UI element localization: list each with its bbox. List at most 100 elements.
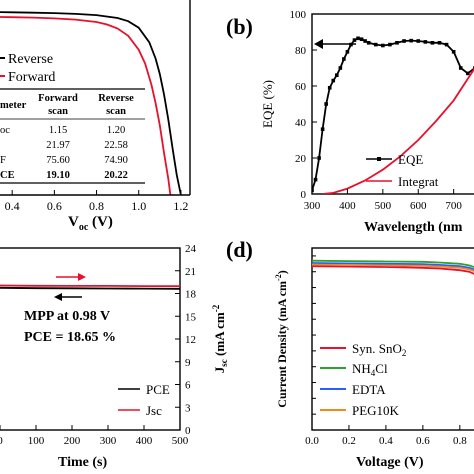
panel-a-table-row-pce-reverse: 20.22 <box>104 170 128 181</box>
panel-a-x-tick-label: 0.4 <box>5 199 20 213</box>
panel-c-y2-tick-label: 0 <box>185 425 191 437</box>
panel-b-y-axis-label: EQE (%) <box>260 80 275 128</box>
panel-d-plot-frame <box>311 247 474 431</box>
panel-c-y2-tick-label: 21 <box>185 266 196 278</box>
panel-d-x-tick-label: 0.6 <box>416 435 430 447</box>
panel-b-eqe-point <box>334 73 339 77</box>
panel-c-annotation-mpp: MPP at 0.98 V <box>24 309 110 324</box>
panel-b-series-layer <box>312 36 474 194</box>
panel-c-x-axis-label: Time (s) <box>58 455 107 470</box>
panel-c-legend: PCE Jsc <box>118 382 170 418</box>
panel-a-series-reverse <box>0 11 182 195</box>
panel-c-y2-axis-label: Jsc (mA cm-2 <box>211 304 229 373</box>
panel-b-legend-label-eqe: EQE <box>398 152 423 167</box>
panel-c-y2-tick-label: 9 <box>185 357 191 369</box>
panel-b-plot-frame <box>311 13 474 195</box>
panel-c-x-tick-label: 500 <box>172 435 189 447</box>
panel-b-eqe-point <box>388 42 392 47</box>
panel-a-jv-curve: 0.4 0.6 0.8 1.0 1.2 Voc (V) Reverse Forward … <box>0 0 191 233</box>
panel-a-legend-label-reverse: Reverse <box>8 52 53 67</box>
panel-b-x-tick-label: 400 <box>339 200 356 212</box>
panel-d-legend-label-edta: EDTA <box>352 382 386 397</box>
panel-d-legend-label-peg10k: PEG10K <box>352 403 400 418</box>
panel-b-legend-marker-eqe <box>377 157 381 161</box>
panel-a-table-header-reverse-1: Reverse <box>98 93 134 104</box>
panel-b-eqe-point <box>345 50 350 54</box>
panel-d-x-axis-label: Voltage (V) <box>356 455 424 470</box>
panel-b-eqe-point <box>363 39 367 43</box>
panel-b-y-tick-label: 80 <box>295 45 307 57</box>
panel-b-eqe-point <box>313 177 318 182</box>
panel-c-y2-tick-label: 15 <box>185 311 197 323</box>
panel-a-legend: Reverse Forward <box>0 52 55 85</box>
panel-d-legend-label-nh4cl: NH4Cl <box>352 361 388 378</box>
panel-b-eqe-point <box>466 71 470 76</box>
panel-a-table-row-pce-forward: 19.10 <box>46 170 70 181</box>
panel-d-x-tick-label: 0.4 <box>379 435 393 447</box>
panel-a-table-row-jsc-forward: 21.97 <box>46 140 70 151</box>
panel-b-x-tick-label: 600 <box>410 200 427 212</box>
panel-b-eqe-point <box>416 39 421 43</box>
panel-a-parameter-table: meter Forward scan Reverse scan oc 1.15 … <box>0 88 145 184</box>
panel-a-tick-layer: 0.4 0.6 0.8 1.0 1.2 <box>5 190 188 213</box>
panel-d-tick-layer: 0.0 0.2 0.4 0.6 0.8 <box>305 255 467 447</box>
panel-c-y2-tick-label: 12 <box>185 334 196 346</box>
panel-b-x-tick-label: 500 <box>375 200 392 212</box>
panel-a-series-forward <box>0 16 172 195</box>
panel-b-series-integrat <box>322 67 474 194</box>
panel-b-y-tick-label: 40 <box>295 117 307 129</box>
panel-d-series-syn-sno2 <box>312 265 474 275</box>
panel-b-legend: EQE Integrat <box>366 152 439 189</box>
panel-b-eqe-point <box>451 50 456 54</box>
panel-c-series-jsc <box>0 284 180 288</box>
panel-b-eqe-point <box>317 156 321 160</box>
panel-b-eqe-point <box>458 66 463 70</box>
panel-b-eqe-point <box>373 42 378 47</box>
panel-c-legend-label-pce: PCE <box>146 382 170 397</box>
panel-a-table-header-reverse-2: scan <box>106 106 126 117</box>
panel-d-y-axis-label: Current Density (mA cm-2) <box>274 270 289 407</box>
panel-a-x-tick-label: 0.6 <box>47 199 62 213</box>
panel-b-eqe-point <box>331 78 336 83</box>
panel-b-x-axis-label: Wavelength (nm <box>364 220 463 235</box>
panel-c-x-tick-label: 400 <box>136 435 153 447</box>
panel-b-eqe-point <box>444 42 449 47</box>
panel-b-eqe-point <box>356 36 360 41</box>
panel-d-jv-comparison: (d) 0.0 0.2 0.4 0.6 0.8 Current Density (mA … <box>226 237 474 470</box>
panel-b-eqe-point <box>381 43 385 48</box>
panel-d-legend-label-syn-sno2: Syn. SnO2 <box>352 341 406 358</box>
panel-c-annotation-pce: PCE = 18.65 % <box>24 330 116 345</box>
panel-b-label: (b) <box>226 14 253 39</box>
panel-c-arrow-right-head-icon <box>78 273 86 281</box>
panel-a-table-row-ff-reverse: 74.90 <box>104 155 128 166</box>
panel-a-table-row-voc-reverse: 1.20 <box>107 125 125 136</box>
panel-b-arrow-head-icon <box>314 39 323 49</box>
panel-c-arrow-left-head-icon <box>54 293 62 301</box>
panel-a-table-row-ff-param: F <box>0 155 6 166</box>
panel-a-x-axis-label: Voc (V) <box>68 214 113 233</box>
panel-a-legend-label-forward: Forward <box>8 70 55 85</box>
panel-a-table-header-forward-1: Forward <box>38 93 78 104</box>
panel-b-y-tick-label: 100 <box>290 9 307 21</box>
panel-c-series-pce <box>0 286 180 290</box>
panel-a-table-header-forward-2: scan <box>48 106 68 117</box>
panel-a-x-tick-label: 1.2 <box>173 199 188 213</box>
panel-c-legend-label-jsc: Jsc <box>146 403 162 418</box>
panel-a-table-row-ff-forward: 75.60 <box>46 155 70 166</box>
panel-b-eqe-point <box>352 38 357 42</box>
panel-d-series-nh4cl <box>312 259 474 269</box>
panel-b-eqe-point <box>402 39 406 43</box>
panel-b-eqe-point <box>359 37 364 41</box>
panel-b-series-eqe <box>312 37 474 191</box>
panel-d-x-tick-label: 0.8 <box>453 435 467 447</box>
panel-d-x-tick-label: 0.2 <box>342 435 356 447</box>
panel-b-eqe-point <box>327 86 332 90</box>
panel-b-tick-layer: 300 400 500 600 700 0 20 40 60 80 100 <box>290 9 463 212</box>
panel-b-eqe-point <box>409 38 413 43</box>
panel-a-table-row-pce-param: CE <box>0 170 15 181</box>
panel-c-y2-tick-label: 24 <box>185 243 197 255</box>
